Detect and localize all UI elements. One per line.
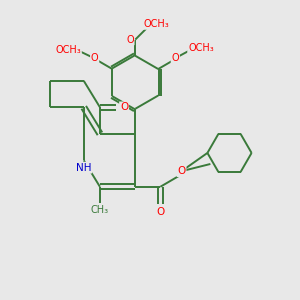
Text: OCH₃: OCH₃ xyxy=(188,43,214,53)
Text: OCH₃: OCH₃ xyxy=(55,45,81,55)
Text: O: O xyxy=(91,53,98,63)
Text: O: O xyxy=(172,53,179,63)
Text: NH: NH xyxy=(76,163,92,173)
Text: OCH₃: OCH₃ xyxy=(143,19,169,29)
Text: O: O xyxy=(177,166,186,176)
Text: CH₃: CH₃ xyxy=(91,205,109,215)
Text: O: O xyxy=(126,34,134,45)
Text: O: O xyxy=(156,207,164,217)
Text: O: O xyxy=(120,102,128,112)
